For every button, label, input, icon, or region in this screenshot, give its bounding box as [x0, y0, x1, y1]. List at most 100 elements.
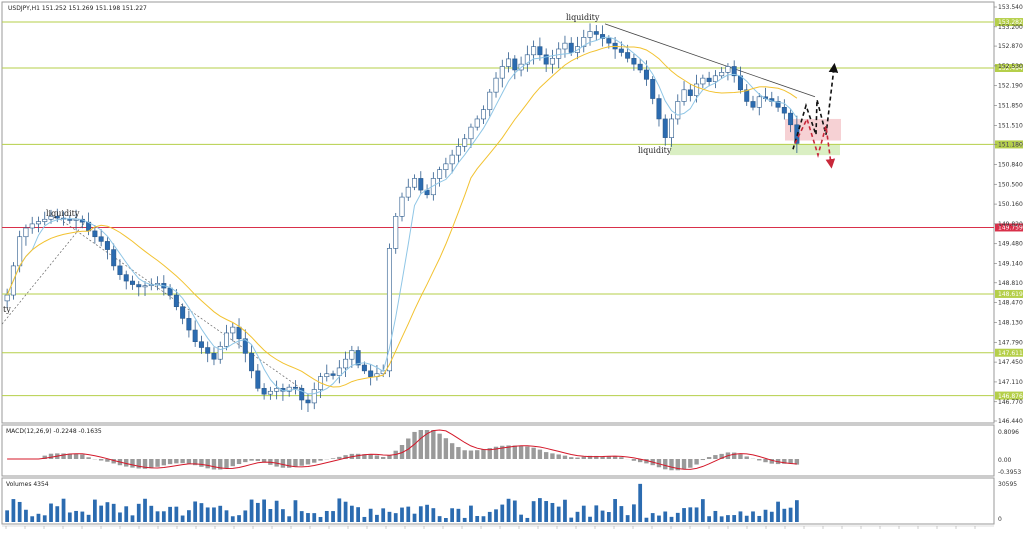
candle-body	[562, 42, 568, 50]
candle-body	[499, 66, 505, 79]
ma-slow-line	[6, 45, 798, 388]
candle-body	[236, 326, 242, 340]
candle-body	[650, 79, 656, 99]
macd-signal-line	[7, 429, 797, 470]
price-tick-label: 149.140	[998, 261, 1023, 268]
candle-body	[104, 241, 110, 250]
candle-body	[468, 126, 474, 140]
price-tick-label: 147.790	[998, 339, 1023, 346]
candle-body	[418, 178, 424, 191]
price-tick-label: 153.540	[998, 4, 1023, 11]
candle-body	[73, 218, 79, 221]
level-price-tag	[995, 140, 1023, 149]
candle-body	[731, 66, 737, 77]
candle-body	[67, 218, 73, 221]
liquidity-label-top: liquidity	[566, 13, 600, 22]
candle-body	[230, 326, 236, 334]
liquidity-label-middle: liquidity	[638, 146, 672, 155]
candle-body	[217, 346, 223, 360]
candle-body	[336, 367, 342, 376]
price-tick-label: 148.470	[998, 300, 1023, 307]
candle-body	[543, 54, 549, 65]
candle-body	[368, 370, 374, 377]
level-price-tag	[995, 348, 1023, 357]
macd-axis-bottom: -0.3953	[998, 469, 1021, 476]
macd-axis-top: 0.8096	[998, 429, 1019, 436]
level-price-label: 146.876	[998, 393, 1023, 400]
trendline-top[interactable]	[604, 23, 816, 98]
candle-body	[117, 265, 123, 275]
level-price-label: 147.611	[998, 350, 1023, 357]
candle-body	[474, 118, 480, 128]
candle-body	[775, 101, 781, 108]
candle-body	[330, 373, 336, 376]
volume-axis-zero: 0	[998, 516, 1002, 523]
macd-header: MACD(12,26,9) -0.2248 -0.1635	[6, 428, 102, 435]
candle-body	[606, 38, 612, 44]
candle-body	[192, 329, 198, 342]
candle-body	[669, 118, 675, 138]
symbol-header: USDJPY,H1 151.252 151.269 151.198 151.22…	[8, 5, 147, 12]
price-tick-label: 150.160	[998, 201, 1023, 208]
candle-body	[286, 386, 292, 392]
price-tick-label: 152.530	[998, 63, 1023, 70]
candle-body	[443, 163, 449, 170]
candle-body	[305, 399, 311, 404]
candle-body	[687, 89, 693, 96]
candle-body	[556, 48, 562, 59]
bearish-forecast-path[interactable]	[794, 116, 836, 169]
level-price-label: 152.494	[998, 65, 1023, 72]
candle-body	[311, 389, 317, 404]
level-price-label: 149.759	[998, 225, 1023, 232]
candle-body	[712, 75, 718, 82]
candle-body	[700, 77, 706, 85]
candle-body	[180, 306, 186, 319]
candle-body	[675, 101, 681, 120]
candle-body	[737, 75, 743, 91]
left-edge-label: ty	[3, 305, 11, 314]
candle-body	[224, 332, 229, 347]
liquidity-label-left: liquidity	[46, 209, 80, 218]
candle-body	[750, 101, 756, 108]
candle-body	[625, 52, 631, 59]
price-tick-label: 149.820	[998, 221, 1023, 228]
candle-body	[142, 285, 148, 288]
candle-body	[111, 249, 117, 267]
volume-axis-top: 30595	[998, 481, 1017, 488]
candle-body	[292, 386, 298, 389]
main-panel-frame	[1, 1, 995, 424]
candle-body	[211, 353, 217, 360]
bullish-forecast-path[interactable]	[792, 62, 839, 150]
level-price-label: 153.282	[998, 19, 1023, 26]
trendline-left-up[interactable]	[1, 221, 86, 325]
candle-body	[42, 218, 48, 222]
candle-body	[23, 227, 29, 238]
candle-body	[4, 294, 10, 302]
level-price-label: 148.619	[998, 291, 1023, 298]
candle-body	[399, 196, 405, 217]
candle-body	[17, 236, 23, 267]
candle-body	[54, 216, 60, 219]
candle-body	[631, 58, 637, 65]
candle-body	[493, 77, 499, 93]
candle-body	[706, 77, 712, 82]
candle-body	[455, 146, 461, 156]
candle-body	[349, 350, 355, 360]
macd-panel-frame	[1, 424, 995, 477]
price-tick-label: 146.440	[998, 418, 1023, 425]
price-tick-label: 151.510	[998, 122, 1023, 129]
candle-body	[437, 169, 443, 179]
candle-body	[618, 48, 624, 53]
candle-body	[361, 364, 367, 372]
candle-body	[587, 31, 593, 38]
candle-body	[537, 46, 543, 56]
candle-body	[549, 58, 555, 65]
candle-body	[788, 112, 794, 126]
level-price-tag	[995, 63, 1023, 72]
candle-body	[173, 294, 179, 308]
level-price-label: 151.183	[998, 142, 1023, 149]
candle-body	[249, 353, 255, 372]
candle-body	[506, 58, 512, 67]
